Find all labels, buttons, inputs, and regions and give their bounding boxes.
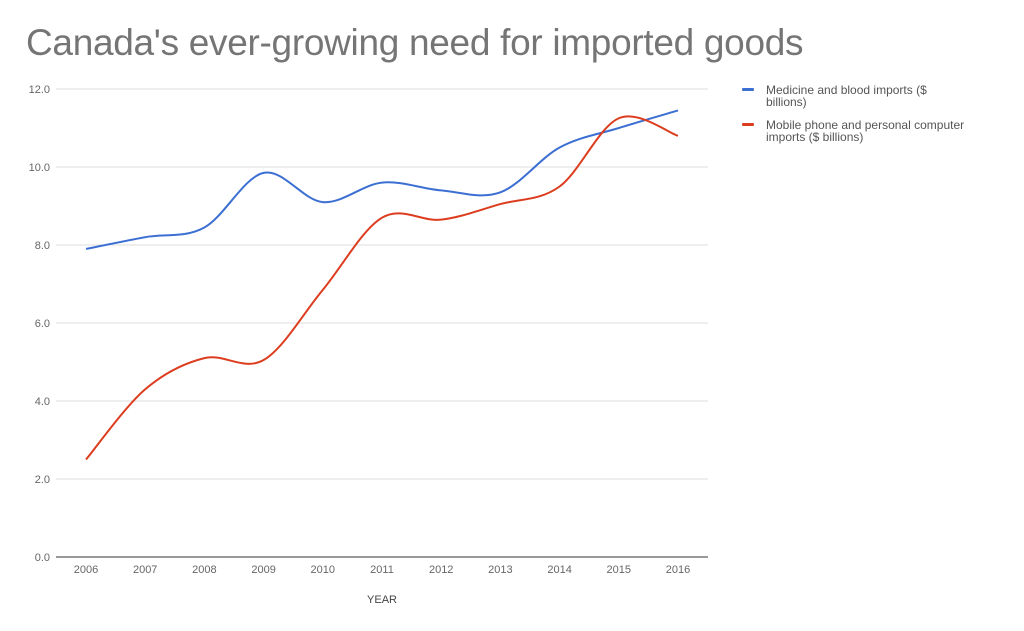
data-point[interactable] (675, 107, 681, 113)
x-tick-label: 2007 (133, 564, 157, 576)
data-point[interactable] (261, 357, 267, 363)
x-axis-ticks: 2006 2007 2008 2009 2010 2011 2012 2013 2014 2015… (74, 564, 690, 576)
legend-label-line-2: imports ($ billions) (766, 130, 864, 144)
data-point[interactable] (83, 457, 89, 463)
x-axis-label: YEAR (367, 594, 397, 606)
legend-label-line-1: Mobile phone and personal computer (766, 118, 965, 132)
x-tick-label: 2014 (547, 564, 571, 576)
series-lines (83, 107, 681, 463)
x-tick-label: 2009 (251, 564, 275, 576)
x-tick-label: 2016 (666, 564, 690, 576)
y-tick-label: 2.0 (35, 474, 50, 486)
legend-swatch-medicine (742, 88, 754, 91)
y-axis-ticks: 0.0 2.0 4.0 6.0 8.0 10.0 12.0 (29, 84, 50, 564)
data-point[interactable] (497, 189, 503, 195)
data-point[interactable] (320, 199, 326, 205)
data-point[interactable] (83, 246, 89, 252)
data-point[interactable] (142, 386, 148, 392)
x-tick-label: 2008 (192, 564, 216, 576)
data-point[interactable] (557, 145, 563, 151)
data-point[interactable] (201, 224, 207, 230)
legend-swatch-mobile (742, 123, 754, 126)
y-tick-label: 12.0 (29, 84, 50, 96)
y-tick-label: 6.0 (35, 318, 50, 330)
data-point[interactable] (438, 217, 444, 223)
x-tick-label: 2011 (370, 564, 394, 576)
y-tick-label: 8.0 (35, 240, 50, 252)
data-point[interactable] (497, 201, 503, 207)
x-tick-label: 2015 (607, 564, 631, 576)
data-point[interactable] (438, 187, 444, 193)
x-tick-label: 2012 (429, 564, 453, 576)
x-tick-label: 2010 (311, 564, 335, 576)
series-line-mobile[interactable] (85, 115, 679, 461)
data-point[interactable] (379, 180, 385, 186)
data-point[interactable] (675, 133, 681, 139)
data-point[interactable] (142, 234, 148, 240)
chart-title: Canada's ever-growing need for imported … (26, 22, 804, 63)
data-point[interactable] (616, 125, 622, 131)
data-point[interactable] (201, 355, 207, 361)
data-point[interactable] (616, 115, 622, 121)
x-tick-label: 2013 (488, 564, 512, 576)
gridlines (56, 88, 708, 558)
legend-label-line-2: billions) (766, 95, 807, 109)
data-point[interactable] (261, 170, 267, 176)
series-line-medicine[interactable] (85, 109, 679, 250)
y-tick-label: 0.0 (35, 552, 50, 564)
legend: Medicine and blood imports ($ billions) … (742, 84, 1022, 154)
data-point[interactable] (379, 215, 385, 221)
y-tick-label: 4.0 (35, 396, 50, 408)
y-tick-label: 10.0 (29, 162, 50, 174)
data-point[interactable] (320, 287, 326, 293)
legend-label-line-1: Medicine and blood imports ($ (766, 83, 927, 97)
x-tick-label: 2006 (74, 564, 98, 576)
legend-item-medicine[interactable]: Medicine and blood imports ($ billions) (742, 84, 1022, 108)
legend-item-mobile[interactable]: Mobile phone and personal computer impor… (742, 119, 1022, 143)
data-point[interactable] (557, 184, 563, 190)
